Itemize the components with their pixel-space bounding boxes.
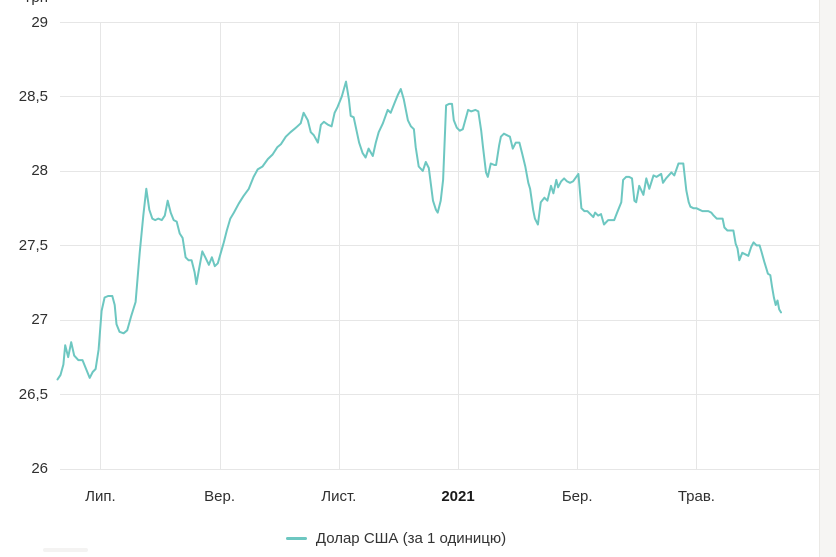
y-axis-tick-label: 27,5 bbox=[18, 236, 48, 254]
legend[interactable]: Долар США (за 1 одиницю) bbox=[0, 527, 792, 549]
partial-element bbox=[43, 548, 88, 552]
y-axis-tick-label: 28 bbox=[31, 162, 48, 180]
x-axis-tick-label: Лист. bbox=[321, 488, 357, 505]
legend-series-label: Долар США (за 1 одиницю) bbox=[315, 529, 507, 547]
y-axis-tick-label: 26,5 bbox=[18, 385, 48, 403]
y-axis-tick-label: 29 bbox=[31, 13, 48, 31]
y-axis-title: грн bbox=[0, 0, 48, 7]
legend-line-swatch bbox=[285, 536, 307, 540]
x-axis-tick-label: Трав. bbox=[677, 488, 715, 505]
y-axis-tick-label: 28,5 bbox=[18, 87, 48, 105]
y-axis-tick-label: 27 bbox=[31, 311, 48, 329]
x-axis-tick-label: 2021 bbox=[441, 488, 475, 505]
x-axis-tick-label: Бер. bbox=[561, 488, 593, 505]
x-axis-tick-label: Вер. bbox=[204, 488, 236, 505]
x-axis-tick-label: Лип. bbox=[85, 488, 116, 505]
y-axis-tick-label: 26 bbox=[31, 460, 48, 478]
scrollbar-track[interactable] bbox=[819, 0, 836, 557]
